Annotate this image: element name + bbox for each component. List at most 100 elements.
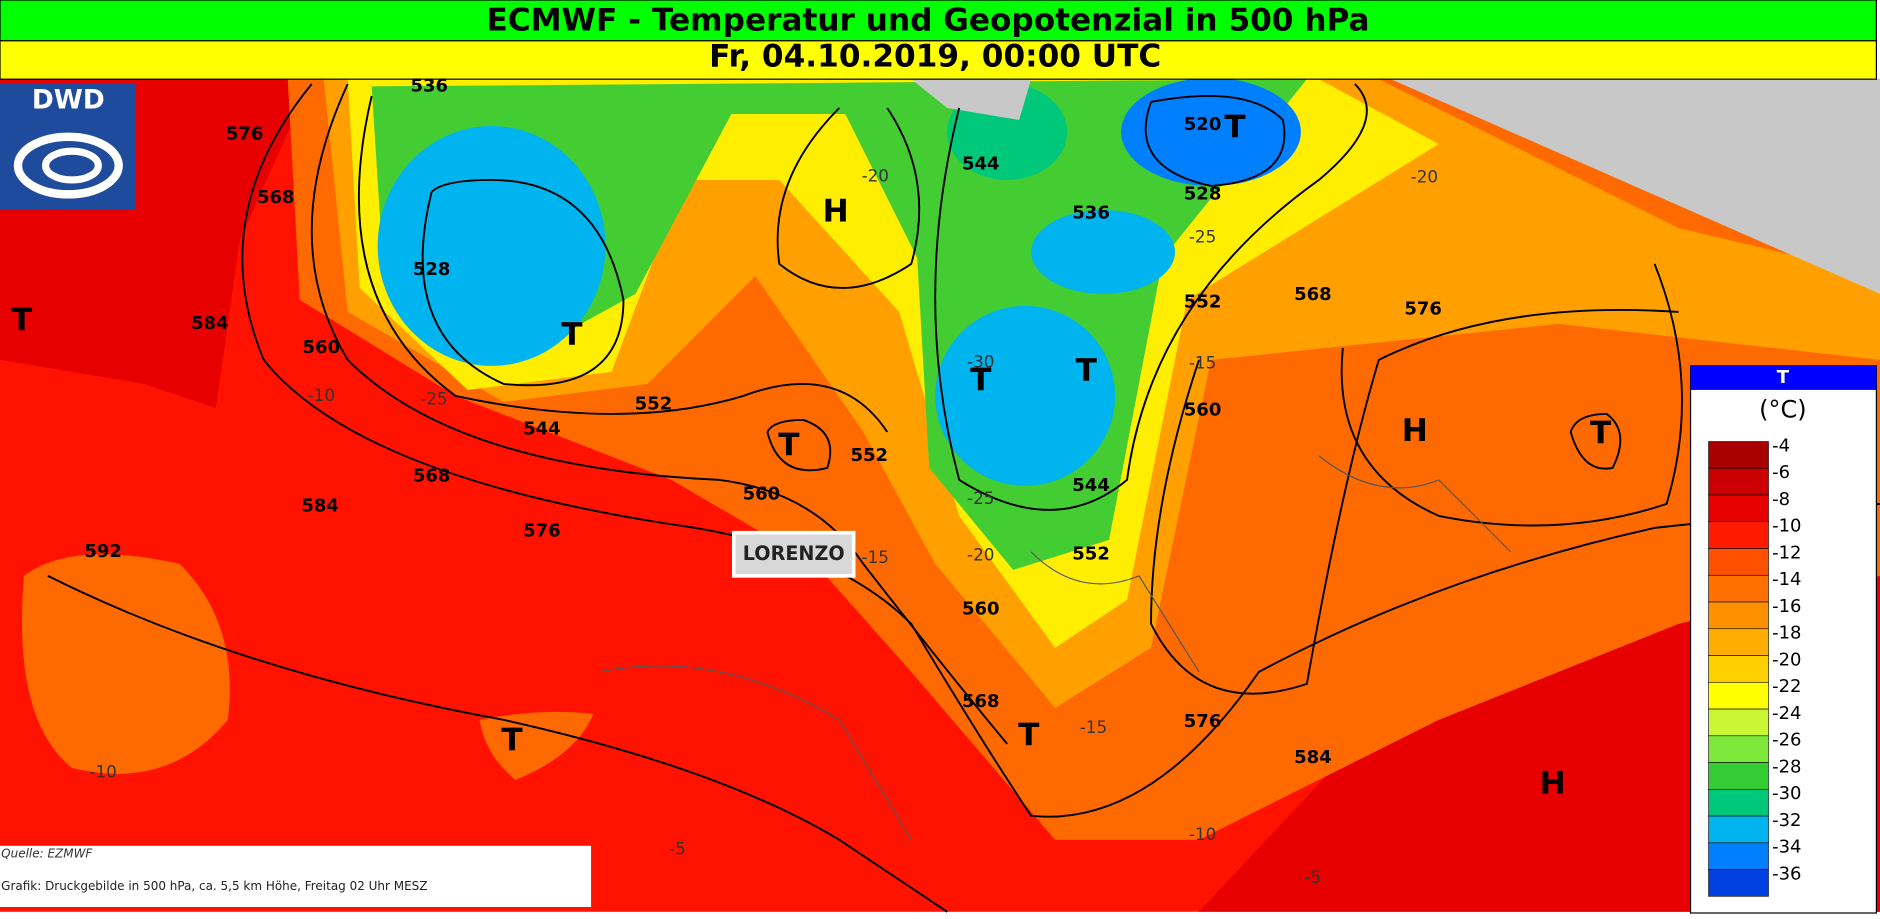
pressure-center: T	[970, 363, 992, 399]
contour-label: 560	[743, 483, 781, 504]
legend-swatch	[1708, 548, 1769, 576]
dwd-logo: DWD	[0, 83, 136, 210]
legend-swatch	[1708, 521, 1769, 549]
legend-label: -14	[1772, 569, 1801, 590]
contour-label: 568	[257, 187, 295, 208]
temperature-label: -10	[1189, 824, 1216, 844]
temperature-label: -5	[669, 838, 686, 858]
temperature-label: -30	[967, 351, 994, 371]
legend-label: -24	[1772, 703, 1801, 724]
legend-swatch	[1708, 494, 1769, 523]
legend-label: -34	[1772, 837, 1801, 858]
pressure-center: T	[1076, 353, 1098, 389]
contour-label: 560	[962, 598, 1000, 619]
temperature-label: -25	[1189, 227, 1216, 247]
legend-label: -22	[1772, 676, 1801, 697]
legend-swatch	[1708, 708, 1769, 737]
contour-label: 560	[303, 337, 341, 358]
contour-label: 584	[301, 495, 339, 516]
contour-label: 552	[635, 393, 673, 414]
pressure-center: T	[11, 303, 33, 339]
temperature-label: -25	[967, 488, 994, 508]
legend-label: -10	[1772, 516, 1801, 537]
temperature-label: -20	[967, 544, 994, 564]
legend-label: -28	[1772, 756, 1801, 777]
legend-swatch	[1708, 574, 1769, 603]
legend-label: -6	[1772, 462, 1790, 483]
legend-unit: (°C)	[1759, 395, 1806, 423]
contour-label: 576	[1404, 299, 1442, 320]
contour-label: 592	[84, 541, 122, 562]
contour-label: 520	[1184, 114, 1222, 135]
contour-label: 528	[1184, 183, 1222, 204]
temperature-label: -20	[862, 165, 889, 185]
temperature-label: -10	[308, 385, 335, 405]
legend-label: -26	[1772, 730, 1801, 751]
contour-label: 568	[1294, 284, 1332, 305]
contour-label: 536	[1072, 203, 1110, 224]
contour-label: 552	[1072, 543, 1110, 564]
contour-label: 544	[523, 419, 561, 440]
legend-label: -36	[1772, 863, 1801, 884]
pressure-center: T	[1224, 109, 1246, 145]
legend-swatch	[1708, 628, 1769, 656]
map-title: ECMWF - Temperatur und Geopotenzial in 5…	[486, 3, 1369, 39]
contour-label: 528	[413, 259, 451, 280]
contour-label: 544	[1072, 475, 1110, 496]
legend-swatch	[1708, 869, 1769, 897]
pressure-center: H	[1402, 413, 1428, 449]
pressure-center: T	[778, 427, 800, 463]
contour-label: 576	[523, 520, 561, 541]
legend-label: -18	[1772, 623, 1801, 644]
contour-label: 552	[850, 445, 888, 466]
legend-label: -8	[1772, 489, 1790, 510]
legend-label: -32	[1772, 810, 1801, 831]
pressure-center: T	[1590, 415, 1612, 451]
contour-label: 584	[191, 313, 229, 334]
contour-label: 560	[1184, 399, 1222, 420]
legend-swatch	[1708, 601, 1769, 630]
contour-label: 576	[226, 123, 264, 144]
legend-swatch	[1708, 441, 1769, 469]
contour-label: 576	[1184, 711, 1222, 732]
source-line: Grafik: Druckgebilde in 500 hPa, ca. 5,5…	[1, 879, 427, 893]
temperature-label: -25	[420, 389, 447, 409]
pressure-center: T	[561, 317, 583, 353]
legend-title: T	[1777, 367, 1790, 388]
temperature-label: -15	[862, 547, 889, 567]
legend-swatch	[1708, 655, 1769, 683]
temperature-label: -15	[1080, 717, 1107, 737]
temperature-label: -5	[1305, 867, 1322, 887]
legend-swatch	[1708, 681, 1769, 710]
legend-label: -30	[1772, 783, 1801, 804]
contour-label: 568	[413, 465, 451, 486]
legend-label: -12	[1772, 542, 1801, 563]
source-line: Quelle: EZMWF	[1, 847, 93, 861]
temperature-label: -15	[1189, 353, 1216, 373]
legend-swatch	[1708, 842, 1769, 870]
pressure-center: H	[823, 193, 849, 229]
source-box: Quelle: EZMWF Grafik: Druckgebilde in 50…	[0, 845, 592, 908]
contour-lines	[47, 83, 1880, 913]
legend-label: -16	[1772, 596, 1801, 617]
logo-text: DWD	[32, 85, 105, 115]
legend: T (°C) -4 -6 -8 -10 -12 -14 -16 -18 -20 -22 -24 -26…	[1689, 365, 1878, 914]
legend-swatch	[1708, 789, 1769, 817]
legend-label: -4	[1772, 435, 1790, 456]
legend-swatch	[1708, 762, 1769, 790]
title-bar: ECMWF - Temperatur und Geopotenzial in 5…	[0, 0, 1878, 80]
legend-swatch	[1708, 735, 1769, 763]
legend-swatch	[1708, 467, 1769, 496]
pressure-center: H	[1540, 766, 1566, 802]
storm-box: LORENZO	[731, 530, 856, 578]
contour-label: 536	[410, 75, 448, 96]
temperature-label: -10	[89, 762, 116, 782]
legend-label: -20	[1772, 649, 1801, 670]
map-labels: T T T T T T T T T H H H 592 584 584 576 576 568 568 560 560 5…	[11, 75, 1612, 887]
pressure-center: T	[1018, 718, 1040, 754]
contour-label: 584	[1294, 747, 1332, 768]
legend-swatch	[1708, 815, 1769, 844]
temperature-label: -20	[1411, 167, 1438, 187]
pressure-center: T	[501, 722, 523, 758]
contour-label: 552	[1184, 291, 1222, 312]
